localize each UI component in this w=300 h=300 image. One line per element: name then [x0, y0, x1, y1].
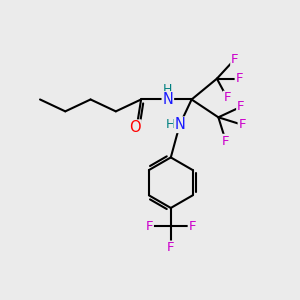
- Text: F: F: [238, 118, 246, 131]
- Text: F: F: [188, 220, 196, 233]
- Text: N: N: [162, 92, 173, 107]
- Text: F: F: [224, 92, 231, 104]
- Text: N: N: [174, 117, 185, 132]
- Text: O: O: [129, 120, 141, 135]
- Text: H: H: [166, 118, 175, 131]
- Text: F: F: [236, 72, 243, 85]
- Text: F: F: [231, 53, 238, 66]
- Text: F: F: [167, 241, 175, 254]
- Text: F: F: [237, 100, 244, 113]
- Text: H: H: [163, 83, 172, 97]
- Text: F: F: [146, 220, 153, 233]
- Text: F: F: [222, 135, 230, 148]
